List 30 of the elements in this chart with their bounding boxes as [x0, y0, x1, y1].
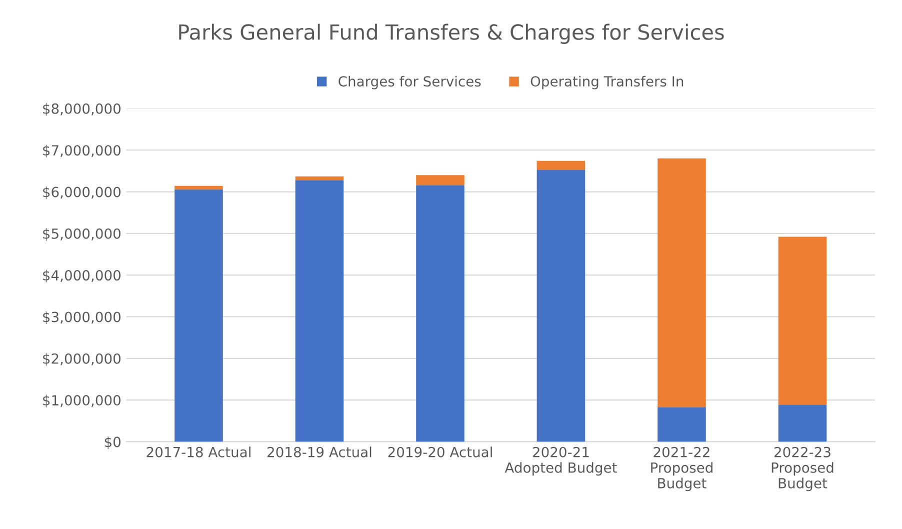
y-tick-label: $4,000,000	[43, 270, 120, 282]
bar	[295, 176, 344, 180]
bar	[416, 175, 464, 186]
y-tick-label: $5,000,000	[43, 228, 120, 241]
y-tick-label: $1,000,000	[43, 394, 120, 408]
bar	[778, 404, 827, 442]
y-tick-label: $0	[104, 436, 120, 450]
x-tick-label: 2020-21 Adopted Budget	[504, 446, 617, 476]
legend-label: Charges for Services	[338, 76, 481, 90]
x-tick-label: 2021-22 Proposed Budget	[651, 446, 712, 492]
y-tick-label: $6,000,000	[43, 186, 120, 200]
legend-label: Operating Transfers In	[530, 76, 684, 90]
bar	[174, 189, 223, 442]
x-tick-label: 2019-20 Actual	[388, 446, 492, 458]
chart-title: Parks General Fund Transfers & Charges for Services	[179, 24, 724, 44]
bar	[536, 160, 586, 170]
x-tick-label: 2017-18 Actual	[146, 446, 250, 458]
bar	[536, 170, 586, 442]
bar	[174, 186, 223, 190]
bar	[658, 407, 706, 442]
y-tick-label: $7,000,000	[43, 144, 120, 158]
y-tick-label: $8,000,000	[43, 103, 120, 116]
x-tick-label: 2018-19 Actual	[268, 446, 372, 458]
y-tick-label: $2,000,000	[43, 353, 120, 366]
bar	[416, 185, 464, 442]
bar	[778, 236, 827, 405]
y-tick-label: $3,000,000	[43, 311, 120, 324]
x-tick-label: 2022-23 Proposed Budget	[772, 446, 834, 492]
bar	[295, 180, 344, 442]
bar	[658, 158, 706, 408]
